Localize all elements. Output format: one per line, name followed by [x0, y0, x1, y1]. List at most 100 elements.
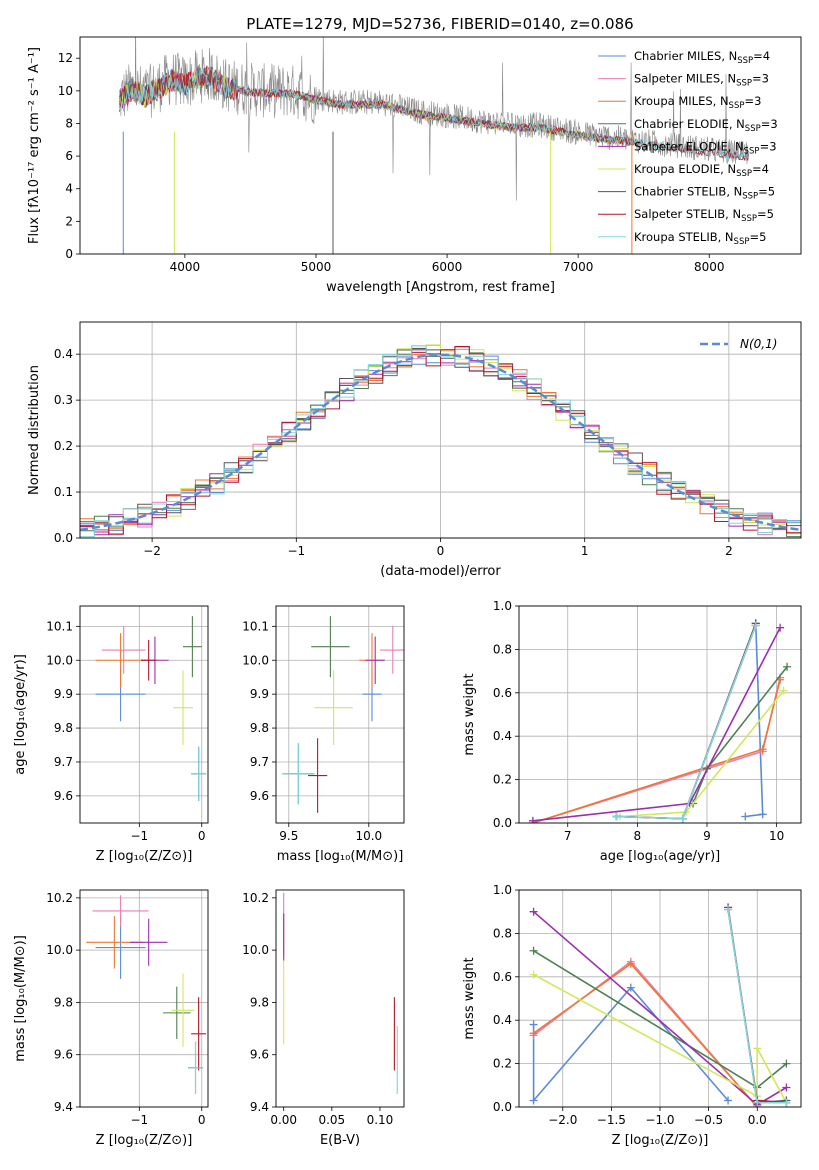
weight-marker: [758, 745, 767, 754]
y-tick-label: 0.1: [54, 485, 73, 499]
y-tick-label: 9.6: [54, 1048, 73, 1062]
y-tick-label: 9.6: [250, 1048, 269, 1062]
mass_vs_z-plot-area: [86, 895, 207, 1094]
weight-marker: [753, 1098, 762, 1107]
residuals-frame: [79, 321, 802, 539]
weight_vs_z-plot-area: [529, 903, 791, 1107]
y-tick-label: 0.8: [493, 926, 512, 940]
y-tick-label: 0.4: [493, 729, 512, 743]
weight-marker: [783, 662, 792, 671]
x-tick-label: 0.0: [748, 1113, 767, 1127]
y-tick-label: 0.4: [493, 1013, 512, 1027]
x-tick-label: −1: [287, 544, 305, 558]
weight-marker: [758, 810, 767, 819]
legend-label-tail: =4: [752, 162, 769, 176]
x-tick-label: 7000: [563, 260, 594, 274]
weight-marker: [678, 814, 687, 823]
x-tick-label: 0: [198, 1113, 206, 1127]
weight-marker: [724, 1096, 733, 1105]
y-tick-label: 10.1: [242, 619, 269, 633]
legend-label-tail: =3: [752, 72, 769, 86]
y-tick-label: 0: [65, 247, 73, 261]
weight-marker: [529, 1029, 538, 1038]
legend-label: N(0,1): [740, 337, 777, 351]
weight_vs_age-x-label: age [log₁₀(age/yr)]: [600, 849, 721, 864]
spectrum-frame: [79, 36, 802, 255]
weight-marker: [612, 812, 621, 821]
age_vs_z-y-label: age [log₁₀(age/yr)]: [13, 654, 28, 775]
y-tick-label: 9.4: [250, 1100, 269, 1114]
weight-marker: [626, 983, 635, 992]
mass_vs_ebv-plot-area: [283, 892, 398, 1094]
spectrum-y-label: Flux [fλ10⁻¹⁷ erg cm⁻² s⁻¹ A⁻¹]: [27, 47, 42, 244]
legend-label-base: Chabrier ELODIE, N: [634, 117, 745, 131]
y-tick-label: 0.0: [54, 531, 73, 545]
mass_vs_z-axes: −1 0 9.4 9.6 9.8 10.0 10.2: [46, 890, 208, 1127]
x-tick-label: 7: [564, 829, 572, 843]
y-tick-label: 10.0: [46, 653, 73, 667]
age_vs_z-x-label: Z [log₁₀(Z/Z⊙)]: [96, 849, 193, 864]
legend-label-tail: =3: [744, 94, 761, 108]
legend-label-tail: =4: [753, 49, 770, 63]
age_vs_z-frame: [79, 605, 209, 824]
weight-series-line: [533, 973, 788, 1104]
gaussian-curve: [80, 353, 801, 532]
y-tick-label: 0.8: [493, 642, 512, 656]
residual-histogram-line: [80, 346, 801, 535]
legend-label: Salpeter STELIB, NSSP=5: [634, 207, 774, 224]
x-tick-label: −1: [130, 1113, 148, 1127]
x-tick-label: 8000: [694, 260, 725, 274]
x-tick-label: 0.05: [318, 1113, 345, 1127]
legend-label: Kroupa ELODIE, NSSP=4: [634, 162, 769, 179]
legend-label-base: Kroupa ELODIE, N: [634, 162, 736, 176]
x-tick-label: 5000: [301, 260, 332, 274]
residual-histogram-line: [80, 348, 801, 529]
x-tick-label: 0: [437, 544, 445, 558]
residual-histogram-line: [80, 345, 801, 538]
weight-marker: [751, 621, 760, 630]
weight-series-line: [532, 986, 729, 1103]
weight-marker: [529, 970, 538, 979]
mass_vs_z-x-label: Z [log₁₀(Z/Z⊙)]: [96, 1133, 193, 1148]
y-tick-label: 9.4: [54, 1100, 73, 1114]
mass_vs_ebv-frame: [275, 889, 405, 1108]
x-tick-label: 0.00: [270, 1113, 297, 1127]
residuals-legend: N(0,1): [700, 337, 777, 351]
legend-label: Chabrier ELODIE, NSSP=3: [634, 117, 778, 134]
legend-label-base: Chabrier STELIB, N: [634, 185, 742, 199]
y-tick-label: 10.0: [242, 653, 269, 667]
age_vs_mass-axes: 9.5 10.0 9.6 9.7 9.8 9.9 10.0 10.1: [242, 606, 404, 843]
age_vs_mass-plot-area: [282, 616, 404, 813]
legend-label-sub: SSP: [737, 56, 753, 66]
y-tick-label: 0.3: [54, 393, 73, 407]
y-tick-label: 1.0: [493, 599, 512, 613]
residuals-y-label: Normed distribution: [27, 365, 42, 495]
legend-label-tail: =5: [757, 207, 774, 221]
observed-spectrum-line: [119, 37, 749, 201]
y-tick-label: 0.6: [493, 686, 512, 700]
y-tick-label: 0.2: [54, 439, 73, 453]
legend-label-sub: SSP: [729, 101, 745, 111]
legend-label-sub: SSP: [736, 79, 752, 89]
x-tick-label: −0.5: [694, 1113, 723, 1127]
legend-label-tail: =3: [761, 117, 778, 131]
residuals-plot-area: [80, 344, 801, 538]
y-tick-label: 1.0: [493, 883, 512, 897]
y-tick-label: 9.9: [54, 687, 73, 701]
residuals-axes: −2 −1 0 1 2 0.0 0.1 0.2 0.3 0.4: [54, 322, 801, 558]
legend-label: Kroupa MILES, NSSP=3: [634, 94, 761, 111]
weight_vs_age-plot-area: [528, 619, 792, 823]
x-tick-label: 10.0: [355, 829, 382, 843]
model-spectrum-line: [118, 68, 749, 161]
weight-marker: [529, 1020, 538, 1029]
x-tick-label: −2: [143, 544, 161, 558]
spectrum-plot-area: [118, 37, 749, 254]
weight-marker: [782, 1098, 791, 1107]
y-tick-label: 10.2: [242, 891, 269, 905]
weight-marker: [753, 1044, 762, 1053]
legend-label-sub: SSP: [745, 124, 761, 134]
weight_vs_z-x-label: Z [log₁₀(Z/Z⊙)]: [612, 1133, 709, 1148]
legend-label: Kroupa STELIB, NSSP=5: [634, 230, 766, 247]
legend-label-base: Kroupa STELIB, N: [634, 230, 734, 244]
x-tick-label: 4000: [170, 260, 201, 274]
